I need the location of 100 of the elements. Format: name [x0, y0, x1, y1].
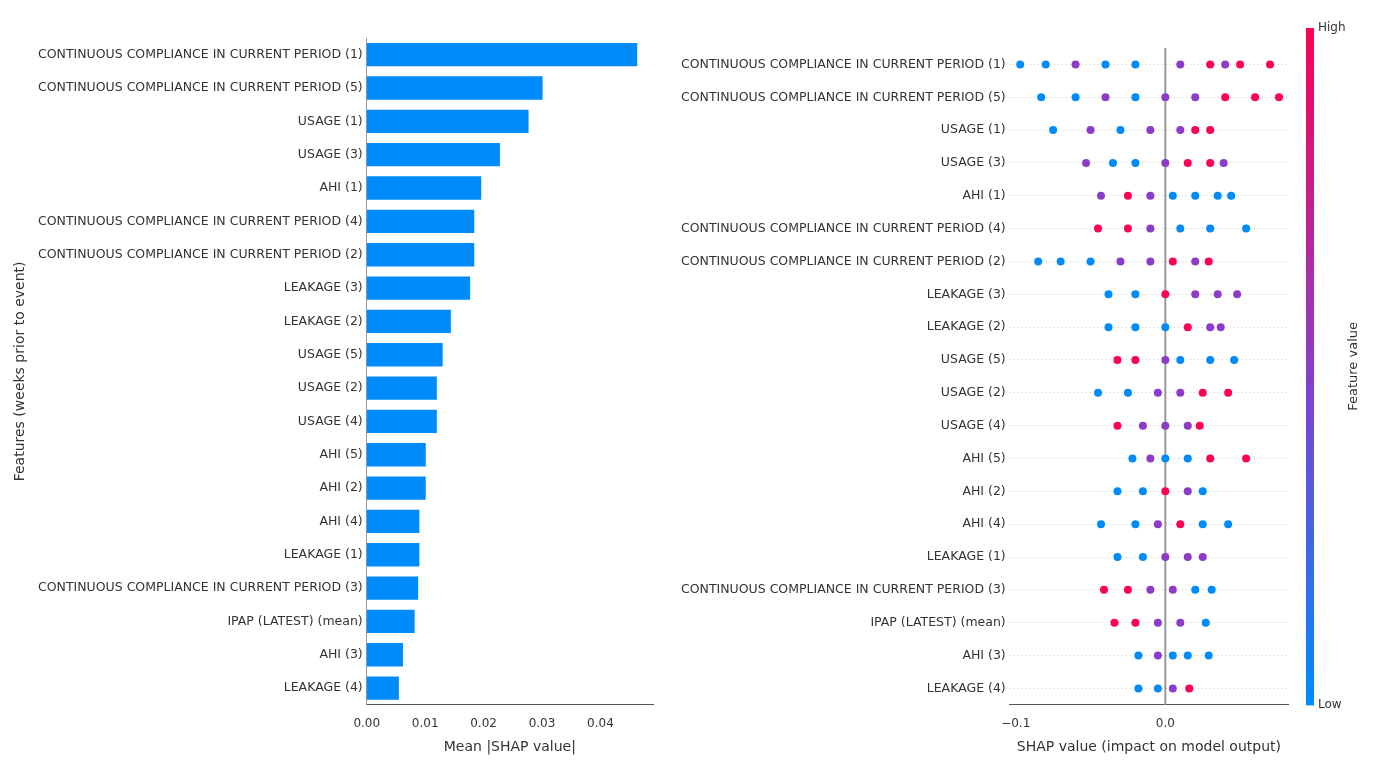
y-tick-label: IPAP (LATEST) (mean): [870, 613, 1006, 629]
color-bar-title: Feature value: [1345, 322, 1361, 411]
point: [1206, 126, 1215, 135]
point: [1131, 290, 1140, 299]
x-axis-title: SHAP value (impact on model output): [1016, 738, 1281, 755]
y-tick-label: CONTINUOUS COMPLIANCE IN CURRENT PERIOD (3): [680, 581, 1006, 597]
bar: [366, 543, 420, 567]
y-tick-label: USAGE (3): [940, 154, 1006, 170]
y-tick-label: USAGE (4): [940, 416, 1006, 432]
x-tick-label: 0.01: [411, 716, 439, 731]
y-tick-label: USAGE (5): [940, 351, 1006, 367]
point: [1037, 93, 1046, 102]
y-tick-label: AHI (3): [319, 646, 363, 662]
point: [1176, 618, 1185, 627]
point: [1168, 585, 1177, 594]
point: [1206, 224, 1215, 233]
point: [1204, 651, 1213, 660]
point: [1146, 224, 1155, 233]
y-tick-label: USAGE (2): [297, 379, 363, 395]
point: [1094, 388, 1103, 397]
point: [1275, 93, 1284, 102]
y-tick-label: CONTINUOUS COMPLIANCE IN CURRENT PERIOD (4): [680, 219, 1006, 235]
bar: [366, 76, 543, 100]
point: [1198, 520, 1207, 529]
point: [1097, 520, 1105, 529]
y-tick-label: LEAKAGE (3): [283, 279, 363, 295]
y-tick-label: USAGE (1): [297, 112, 363, 128]
point: [1138, 487, 1147, 496]
point: [1153, 520, 1162, 529]
color-bar-label: High: [1318, 20, 1346, 35]
point: [1104, 323, 1113, 332]
point: [1056, 257, 1065, 266]
x-tick-label: 0.00: [353, 716, 381, 731]
color-bar-label: Low: [1318, 696, 1342, 711]
point: [1104, 290, 1113, 299]
point: [1236, 60, 1245, 69]
point: [1201, 618, 1210, 627]
point: [1206, 355, 1215, 364]
y-tick-label: AHI (5): [962, 449, 1006, 465]
y-axis-title: Features (weeks prior to event): [11, 261, 28, 482]
y-tick-label: AHI (2): [962, 482, 1006, 498]
point: [1153, 618, 1162, 627]
point: [1016, 60, 1025, 69]
y-tick-label: LEAKAGE (3): [926, 285, 1006, 301]
point: [1161, 421, 1170, 430]
point: [1191, 290, 1200, 299]
point: [1146, 191, 1155, 200]
point: [1176, 388, 1185, 397]
point: [1183, 421, 1192, 430]
point: [1183, 553, 1192, 562]
point: [1131, 520, 1140, 529]
point: [1161, 158, 1170, 167]
bar: [366, 509, 420, 534]
bar: [366, 276, 471, 300]
point: [1168, 684, 1177, 693]
x-axis-title: Mean |SHAP value|: [443, 738, 576, 756]
point: [1123, 388, 1132, 397]
point: [1191, 585, 1200, 594]
x-tick-label: 0.03: [528, 716, 556, 731]
y-tick-label: USAGE (4): [297, 412, 363, 428]
point: [1221, 93, 1230, 102]
point: [1153, 388, 1162, 397]
point: [1206, 60, 1215, 69]
y-tick-label: CONTINUOUS COMPLIANCE IN CURRENT PERIOD (1): [680, 55, 1006, 71]
bar: [366, 676, 399, 700]
point: [1128, 454, 1137, 463]
point: [1071, 60, 1080, 69]
y-tick-label: USAGE (2): [940, 384, 1006, 400]
y-tick-label: AHI (4): [319, 512, 363, 528]
point: [1131, 60, 1140, 69]
bar: [366, 309, 451, 334]
point: [1146, 585, 1155, 594]
y-tick-label: AHI (5): [319, 446, 363, 461]
point: [1101, 93, 1110, 102]
point: [1116, 257, 1125, 266]
point: [1034, 257, 1043, 266]
point: [1041, 60, 1050, 69]
point: [1146, 126, 1155, 135]
bar: [366, 209, 475, 234]
y-tick-label: CONTINUOUS COMPLIANCE IN CURRENT PERIOD (2): [37, 245, 363, 261]
point: [1204, 257, 1213, 266]
y-tick-label: IPAP (LATEST) (mean): [227, 612, 363, 628]
point: [1134, 651, 1143, 660]
bar: [366, 376, 437, 400]
y-tick-label: CONTINUOUS COMPLIANCE IN CURRENT PERIOD (4): [37, 212, 363, 228]
bar: [366, 143, 500, 167]
point: [1113, 553, 1122, 562]
point: [1198, 487, 1207, 496]
bar: [366, 409, 437, 434]
x-tick-label: 0.02: [470, 716, 497, 731]
y-tick-label: CONTINUOUS COMPLIANCE IN CURRENT PERIOD (3): [37, 579, 363, 595]
y-tick-label: LEAKAGE (2): [926, 318, 1006, 334]
y-tick-label: LEAKAGE (1): [283, 546, 363, 562]
y-tick-label: CONTINUOUS COMPLIANCE IN CURRENT PERIOD (2): [680, 252, 1006, 268]
point: [1161, 553, 1170, 562]
point: [1108, 158, 1117, 167]
bar: [366, 609, 415, 634]
bar: [366, 176, 482, 200]
bar: [366, 476, 426, 500]
bar: [366, 43, 638, 67]
